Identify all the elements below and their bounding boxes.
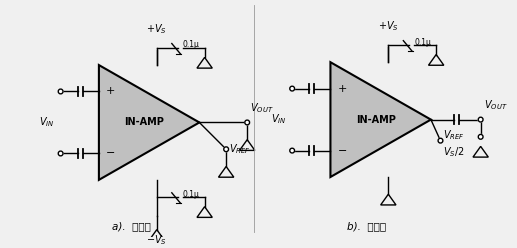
Text: $V_{OUT}$: $V_{OUT}$ <box>250 101 273 115</box>
Text: +: + <box>107 87 116 96</box>
Text: $+V_S$: $+V_S$ <box>146 23 167 36</box>
Text: $V_{REF}$: $V_{REF}$ <box>229 142 251 156</box>
Text: $V_{OUT}$: $V_{OUT}$ <box>483 98 507 112</box>
Circle shape <box>245 120 250 125</box>
Text: $+V_S$: $+V_S$ <box>378 20 399 33</box>
Circle shape <box>478 117 483 122</box>
Circle shape <box>58 151 63 156</box>
Text: $V_{IN}$: $V_{IN}$ <box>39 116 55 129</box>
Text: $V_{IN}$: $V_{IN}$ <box>271 113 286 126</box>
Circle shape <box>58 89 63 94</box>
Text: b).  单电源: b). 单电源 <box>347 221 386 231</box>
Text: IN-AMP: IN-AMP <box>124 118 164 127</box>
Polygon shape <box>99 65 200 180</box>
Text: +: + <box>338 84 347 93</box>
Circle shape <box>290 148 295 153</box>
Circle shape <box>224 147 229 152</box>
Text: $V_S/2$: $V_S/2$ <box>444 145 465 159</box>
Text: 0.1μ: 0.1μ <box>414 38 431 47</box>
Text: $V_{REF}$: $V_{REF}$ <box>444 128 465 142</box>
Circle shape <box>438 138 443 143</box>
Circle shape <box>478 134 483 139</box>
Text: a).  双电源: a). 双电源 <box>113 221 151 231</box>
Circle shape <box>290 86 295 91</box>
Text: $-V_S$: $-V_S$ <box>146 233 167 247</box>
Text: IN-AMP: IN-AMP <box>356 115 396 124</box>
Polygon shape <box>330 62 431 177</box>
Text: 0.1μ: 0.1μ <box>183 40 200 49</box>
Text: −: − <box>107 149 116 158</box>
Text: 0.1μ: 0.1μ <box>183 190 200 199</box>
Text: −: − <box>338 146 347 155</box>
